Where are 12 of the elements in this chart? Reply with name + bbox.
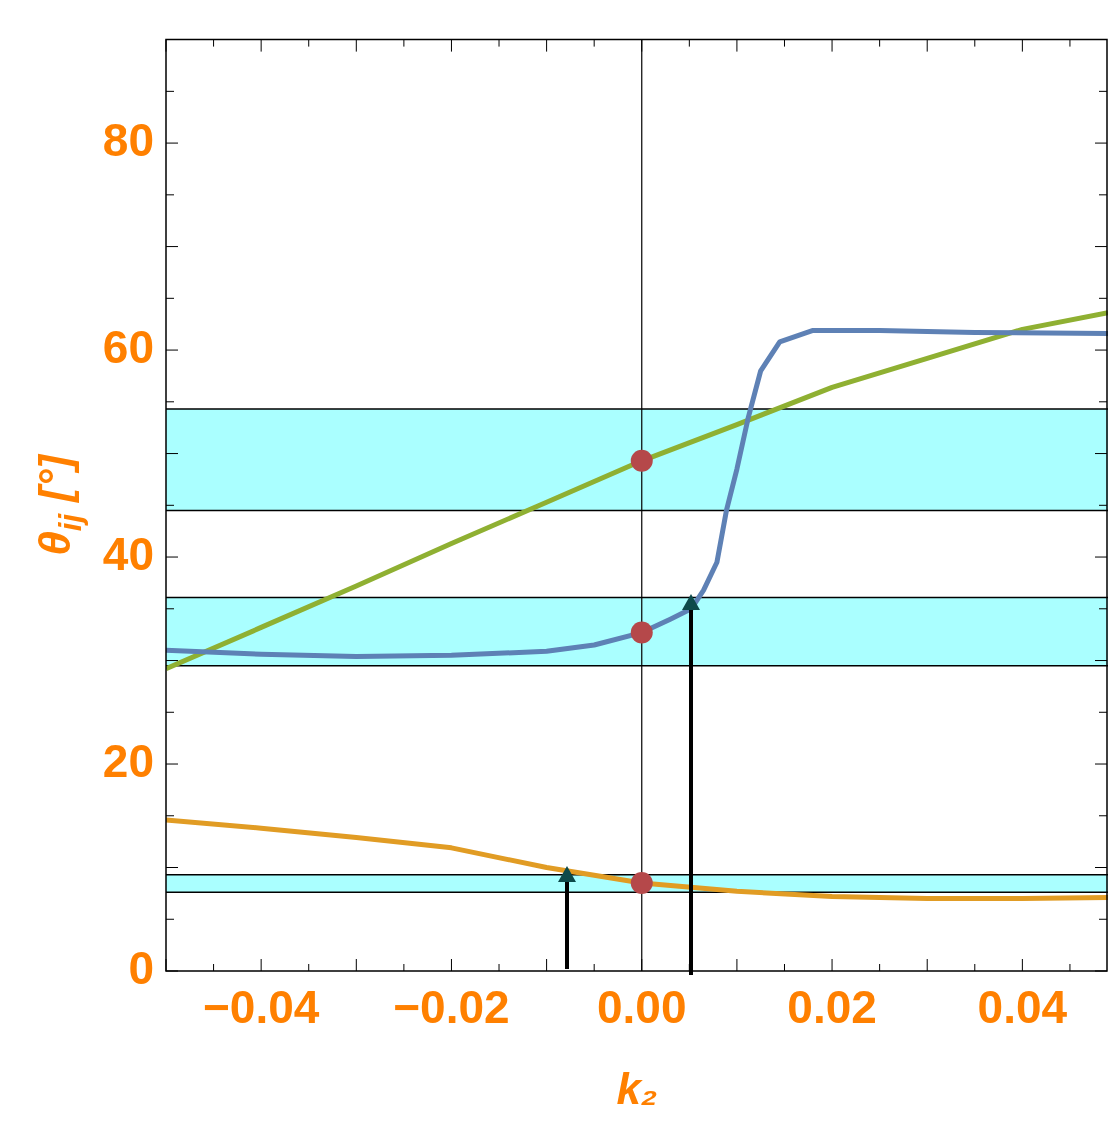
y-tick-label: 40 bbox=[102, 527, 154, 580]
y-tick-label: 80 bbox=[102, 113, 154, 166]
y-tick-label: 60 bbox=[102, 320, 154, 373]
y-axis-title: θij [°] bbox=[30, 453, 88, 556]
x-tick-label: 0.04 bbox=[977, 981, 1068, 1034]
x-tick-label: −0.02 bbox=[393, 981, 510, 1034]
y-tick-label: 20 bbox=[102, 734, 154, 787]
x-tick-label: 0.02 bbox=[787, 981, 877, 1034]
x-tick-label: 0.00 bbox=[596, 981, 687, 1034]
y-tick-label: 0 bbox=[128, 941, 154, 994]
x-tick-label: −0.04 bbox=[202, 981, 320, 1034]
x-axis-title: k₂ bbox=[616, 1064, 658, 1113]
